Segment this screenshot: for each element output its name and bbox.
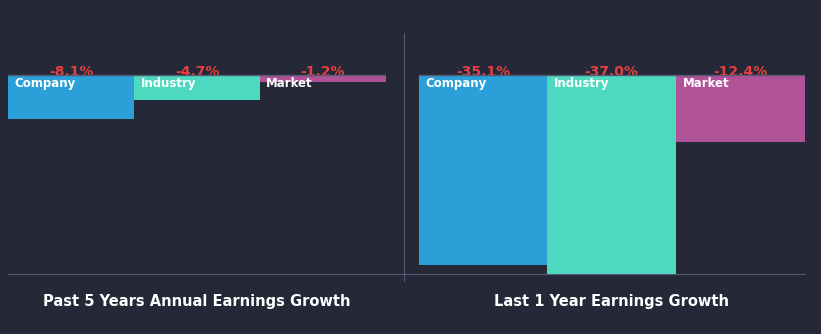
Bar [676,75,805,142]
Text: -8.1%: -8.1% [49,65,94,79]
Text: -35.1%: -35.1% [456,65,510,79]
Text: -37.0%: -37.0% [585,65,639,79]
Text: Market: Market [266,77,313,90]
Text: Company: Company [15,77,76,90]
Bar [134,75,260,101]
Bar [260,75,386,81]
X-axis label: Past 5 Years Annual Earnings Growth: Past 5 Years Annual Earnings Growth [44,295,351,309]
Text: -4.7%: -4.7% [175,65,219,79]
Bar [8,75,134,119]
Text: -1.2%: -1.2% [300,65,345,79]
Text: Industry: Industry [140,77,196,90]
Bar [548,75,676,275]
X-axis label: Last 1 Year Earnings Growth: Last 1 Year Earnings Growth [494,295,729,309]
Text: Company: Company [425,77,486,90]
Bar [419,75,548,265]
Text: Market: Market [682,77,729,90]
Text: -12.4%: -12.4% [713,65,768,79]
Text: Industry: Industry [554,77,609,90]
